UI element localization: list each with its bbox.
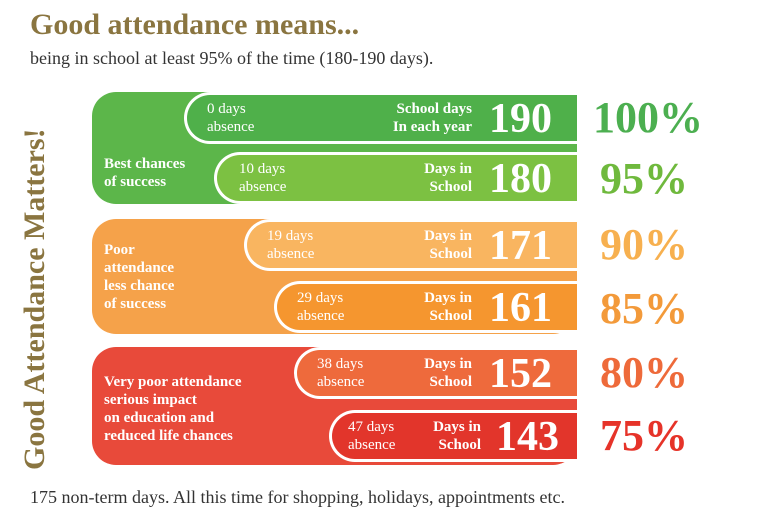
- percent-100: 100%: [593, 93, 703, 142]
- absence-text: 47 days absence: [348, 419, 396, 453]
- percent-75: 75%: [600, 411, 688, 460]
- attendance-row-152: 38 days absence Days in School 152: [294, 347, 577, 399]
- percent-85: 85%: [600, 284, 688, 333]
- days-label: School days In each year: [392, 101, 472, 135]
- days-label: Days in School: [424, 356, 472, 390]
- days-value: 180: [489, 156, 552, 202]
- attendance-row-171: 19 days absence Days in School 171: [244, 219, 577, 271]
- days-label: Days in School: [424, 290, 472, 324]
- days-value: 190: [489, 96, 552, 142]
- percent-95: 95%: [600, 154, 688, 203]
- days-label: Days in School: [433, 419, 481, 453]
- days-label: Days in School: [424, 228, 472, 262]
- days-label: Days in School: [424, 161, 472, 195]
- percent-90: 90%: [600, 220, 688, 269]
- absence-text: 0 days absence: [207, 101, 255, 135]
- days-value: 143: [496, 414, 559, 460]
- footer-note: 175 non-term days. All this time for sho…: [30, 487, 565, 507]
- group-label: Best chances of success: [104, 156, 186, 190]
- group-poor-attendance: Poor attendance less chance of success 1…: [92, 219, 577, 334]
- group-very-poor-attendance: Very poor attendance serious impact on e…: [92, 347, 577, 465]
- days-value: 171: [489, 223, 552, 269]
- absence-text: 29 days absence: [297, 290, 345, 324]
- group-label: Very poor attendance serious impact on e…: [104, 374, 242, 444]
- page-subtitle: being in school at least 95% of the time…: [30, 48, 434, 68]
- attendance-row-190: 0 days absence School days In each year …: [184, 92, 577, 144]
- absence-text: 19 days absence: [267, 228, 315, 262]
- attendance-row-180: 10 days absence Days in School 180: [214, 152, 577, 204]
- days-value: 161: [489, 285, 552, 331]
- group-label: Poor attendance less chance of success: [104, 242, 175, 312]
- attendance-row-161: 29 days absence Days in School 161: [274, 281, 577, 333]
- days-value: 152: [489, 351, 552, 397]
- attendance-row-143: 47 days absence Days in School 143: [329, 410, 577, 462]
- page-title: Good attendance means...: [30, 8, 360, 41]
- percent-80: 80%: [600, 348, 688, 397]
- absence-text: 10 days absence: [239, 161, 287, 195]
- group-best-chances: Best chances of success 0 days absence S…: [92, 92, 577, 204]
- side-heading: Good Attendance Matters!: [18, 128, 51, 470]
- absence-text: 38 days absence: [317, 356, 365, 390]
